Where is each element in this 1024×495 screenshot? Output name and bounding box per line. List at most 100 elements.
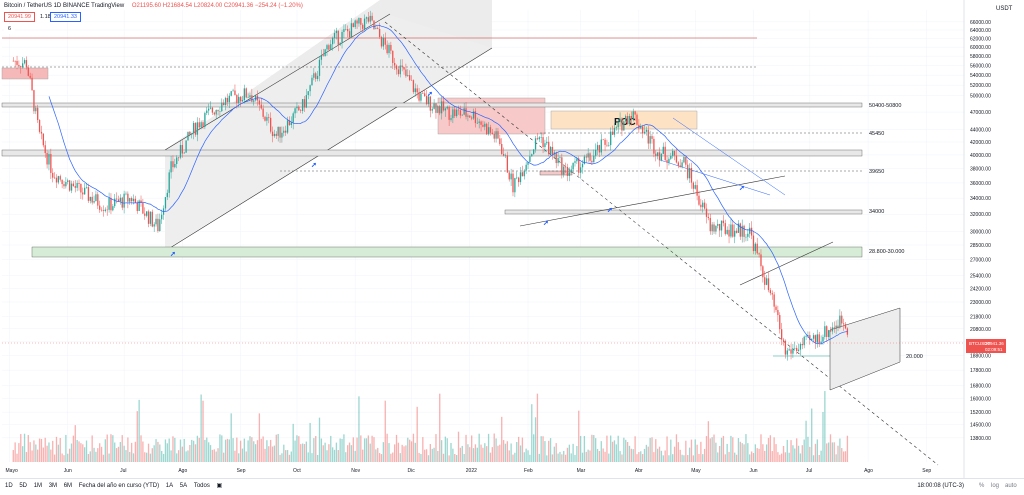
candle-body <box>378 29 381 38</box>
candle-body <box>99 205 101 210</box>
volume-bar <box>707 421 710 462</box>
candle-body <box>454 109 456 117</box>
candle-body <box>681 162 683 168</box>
candle-body <box>93 201 95 203</box>
candle-body <box>471 117 473 119</box>
candle-body <box>555 152 557 164</box>
volume-bar <box>463 454 465 462</box>
bid-pill[interactable]: 20941.99 <box>4 12 35 22</box>
log-toggle[interactable]: log <box>991 483 1000 489</box>
candle-body <box>726 229 728 234</box>
range-3m[interactable]: 3M <box>48 483 58 489</box>
symbol-title[interactable]: Bitcoin / TetherUS <box>4 3 52 9</box>
candle-body <box>613 127 616 135</box>
price-axis[interactable]: 66000.00 64000.00 62000.00 60000.00 58000.00… <box>970 20 991 442</box>
range-6m[interactable]: 6M <box>63 483 73 489</box>
exchange: BINANCE <box>62 3 90 9</box>
volume-bar <box>478 433 480 462</box>
volume-bar <box>760 434 762 462</box>
volume-bar <box>358 396 360 462</box>
candle-body <box>333 33 336 38</box>
volume-bar <box>309 422 311 462</box>
time-axis[interactable]: Mayo Jun Jul Ago Sep Oct Nov Dic 2022 Feb Mar Abr Ma… <box>6 468 932 474</box>
candle-body <box>457 109 460 111</box>
candle-body <box>536 138 539 140</box>
candle-body <box>623 121 625 131</box>
volume-bar <box>399 453 401 462</box>
volume-bar <box>698 453 700 462</box>
volume-bar <box>615 444 617 462</box>
interval[interactable]: 1D <box>53 3 62 9</box>
volume-bar <box>50 449 52 462</box>
candle-body <box>166 192 168 198</box>
volume-bar <box>224 439 227 462</box>
volume-bar <box>662 455 664 462</box>
volume-bar <box>136 411 138 462</box>
indicator-toggle[interactable]: 6 <box>4 24 16 34</box>
candle-body <box>711 224 713 232</box>
candle-body <box>179 144 182 158</box>
volume-bar <box>38 438 41 462</box>
volume-bar <box>177 450 180 462</box>
volume-bar <box>467 444 469 462</box>
candle-body <box>268 117 270 118</box>
volume-bar <box>812 455 815 462</box>
range-5d[interactable]: 5D <box>19 483 28 489</box>
volume-bar <box>388 443 390 462</box>
percent-toggle[interactable]: % <box>979 483 985 489</box>
candle-body <box>130 198 133 202</box>
price-tick-label: 32000.00 <box>970 212 991 218</box>
range-1y[interactable]: 1A <box>165 483 174 489</box>
candle-body <box>29 75 31 78</box>
candle-body <box>315 73 317 79</box>
candle-body <box>392 50 394 63</box>
volume-bar <box>183 438 185 462</box>
candle-body <box>756 243 758 254</box>
volume-bar <box>405 445 407 462</box>
time-tick-label: Jun <box>64 468 72 474</box>
volume-bars <box>12 391 849 462</box>
clock[interactable]: 18:00:08 (UTC-3) <box>917 483 964 489</box>
candle-body <box>243 88 246 101</box>
volume-bar <box>726 443 728 462</box>
volume-bar <box>587 449 589 462</box>
candle-body <box>273 133 276 137</box>
volume-bar <box>536 393 539 462</box>
range-1d[interactable]: 1D <box>5 483 13 489</box>
volume-bar <box>809 446 811 462</box>
volume-bar <box>782 445 785 462</box>
candle-body <box>200 122 202 128</box>
volume-bar <box>591 434 593 462</box>
volume-bar <box>724 454 726 462</box>
range-1m[interactable]: 1M <box>33 483 43 489</box>
candle-body <box>816 334 818 343</box>
candle-body <box>743 225 745 237</box>
volume-bar <box>185 451 187 462</box>
candle-body <box>127 193 129 202</box>
candle-body <box>747 233 749 237</box>
auto-toggle[interactable]: auto <box>1005 483 1017 489</box>
range-all[interactable]: Todos <box>193 483 210 489</box>
axis-unit[interactable]: USDT <box>996 6 1013 12</box>
range-5y[interactable]: 5A <box>179 483 188 489</box>
candle-body <box>420 93 422 101</box>
candle-body <box>100 209 103 211</box>
candle-body <box>625 116 627 122</box>
volume-bar <box>534 417 537 462</box>
ask-pill[interactable]: 20941.33 <box>50 12 81 22</box>
volume-bar <box>476 447 478 462</box>
candle-body <box>559 157 561 158</box>
candle-body <box>20 66 22 68</box>
volume-bar <box>285 450 287 462</box>
price-tick-label: 40000.00 <box>970 153 991 159</box>
range-ytd[interactable]: Fecha del año en curso (YTD) <box>78 483 160 489</box>
volume-bar <box>501 416 503 462</box>
candle-body <box>617 121 619 128</box>
calendar-icon[interactable]: ▣ <box>216 483 223 489</box>
candle-body <box>375 28 377 29</box>
volume-bar <box>589 450 591 462</box>
volume-bar <box>585 451 587 462</box>
volume-bar <box>209 445 212 462</box>
candle-body <box>570 169 572 173</box>
